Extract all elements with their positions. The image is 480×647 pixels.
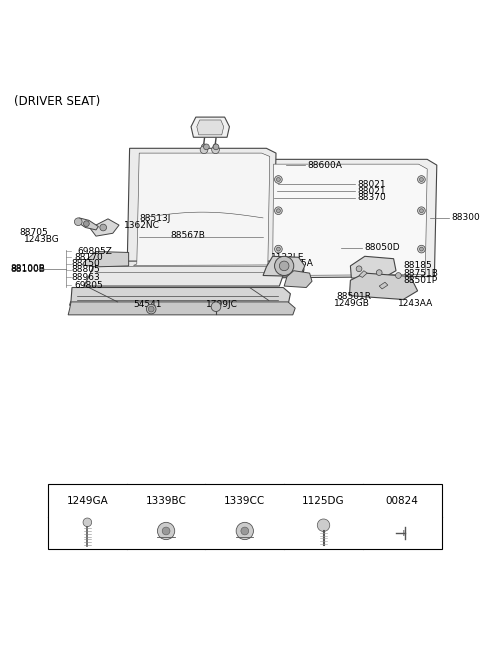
Circle shape xyxy=(146,304,156,314)
Circle shape xyxy=(275,207,282,215)
Circle shape xyxy=(420,209,423,213)
Text: 88805: 88805 xyxy=(71,265,100,274)
Text: 1249GB: 1249GB xyxy=(334,299,370,308)
Text: 88513J: 88513J xyxy=(139,214,170,223)
Circle shape xyxy=(275,245,282,253)
Circle shape xyxy=(279,261,289,270)
Circle shape xyxy=(236,522,253,540)
Circle shape xyxy=(100,224,107,231)
Text: 1123LE: 1123LE xyxy=(271,253,305,262)
Polygon shape xyxy=(83,252,129,267)
Polygon shape xyxy=(263,256,305,276)
Circle shape xyxy=(162,527,170,535)
Text: 88963: 88963 xyxy=(71,273,100,282)
Circle shape xyxy=(275,175,282,183)
Polygon shape xyxy=(124,148,276,269)
Text: 69805: 69805 xyxy=(74,281,103,290)
Text: 88705: 88705 xyxy=(19,228,48,237)
Text: 88100B: 88100B xyxy=(11,264,46,273)
Text: 88021: 88021 xyxy=(358,186,386,195)
Circle shape xyxy=(276,247,280,251)
Text: 1125DG: 1125DG xyxy=(302,496,345,505)
Circle shape xyxy=(317,519,330,531)
Text: 69805Z: 69805Z xyxy=(78,247,113,256)
Text: 88300: 88300 xyxy=(451,214,480,223)
Polygon shape xyxy=(70,287,290,305)
Text: 1327AD: 1327AD xyxy=(270,266,306,275)
Text: 88050D: 88050D xyxy=(365,243,400,252)
Circle shape xyxy=(212,146,219,153)
Text: 88567B: 88567B xyxy=(170,231,205,239)
Circle shape xyxy=(396,272,401,278)
Circle shape xyxy=(213,144,219,149)
Circle shape xyxy=(202,144,206,149)
Circle shape xyxy=(420,247,423,251)
Text: 88501R: 88501R xyxy=(336,292,371,301)
Circle shape xyxy=(356,266,362,272)
Text: 88170: 88170 xyxy=(74,253,103,262)
Polygon shape xyxy=(133,153,270,265)
Text: 54541: 54541 xyxy=(133,300,162,309)
Text: 1339BC: 1339BC xyxy=(145,496,187,505)
Circle shape xyxy=(204,144,209,149)
Text: 88021: 88021 xyxy=(358,180,386,189)
Polygon shape xyxy=(68,302,295,315)
Circle shape xyxy=(418,175,425,183)
Polygon shape xyxy=(260,159,437,278)
Circle shape xyxy=(418,207,425,215)
Circle shape xyxy=(241,527,249,535)
Polygon shape xyxy=(197,120,224,135)
Circle shape xyxy=(213,144,218,149)
Circle shape xyxy=(376,270,382,276)
Circle shape xyxy=(83,518,92,527)
Circle shape xyxy=(276,209,280,213)
Polygon shape xyxy=(349,273,418,300)
Polygon shape xyxy=(191,117,229,137)
Bar xyxy=(48,485,442,549)
Text: 1339CC: 1339CC xyxy=(224,496,265,505)
Polygon shape xyxy=(284,270,312,287)
Circle shape xyxy=(275,256,294,276)
Circle shape xyxy=(148,306,154,312)
Text: 88501P: 88501P xyxy=(403,276,437,285)
Text: 1249GA: 1249GA xyxy=(67,496,108,505)
Circle shape xyxy=(74,218,82,226)
Text: (DRIVER SEAT): (DRIVER SEAT) xyxy=(14,96,101,109)
Circle shape xyxy=(84,221,89,226)
Polygon shape xyxy=(77,218,98,230)
Polygon shape xyxy=(84,261,286,286)
Polygon shape xyxy=(379,282,388,289)
Text: 88370: 88370 xyxy=(358,193,386,203)
Circle shape xyxy=(418,245,425,253)
Text: 00824: 00824 xyxy=(386,496,419,505)
Text: 1243AA: 1243AA xyxy=(398,299,433,308)
Polygon shape xyxy=(350,256,396,280)
Text: 1799JC: 1799JC xyxy=(206,300,238,309)
Text: -ı: -ı xyxy=(399,528,406,538)
Text: 1243BG: 1243BG xyxy=(24,234,60,243)
Text: 88565A: 88565A xyxy=(278,259,313,269)
Text: 88100B: 88100B xyxy=(11,265,46,274)
Text: 1362NC: 1362NC xyxy=(124,221,160,230)
Text: 88751B: 88751B xyxy=(403,269,438,278)
Text: 88185: 88185 xyxy=(403,261,432,270)
Circle shape xyxy=(211,302,221,311)
Circle shape xyxy=(276,177,280,181)
Polygon shape xyxy=(90,219,119,236)
Text: 88150: 88150 xyxy=(71,259,100,268)
Polygon shape xyxy=(270,164,427,276)
Text: 88600A: 88600A xyxy=(307,160,342,170)
Polygon shape xyxy=(359,270,367,278)
Circle shape xyxy=(420,177,423,181)
Circle shape xyxy=(157,522,175,540)
Circle shape xyxy=(200,146,208,153)
